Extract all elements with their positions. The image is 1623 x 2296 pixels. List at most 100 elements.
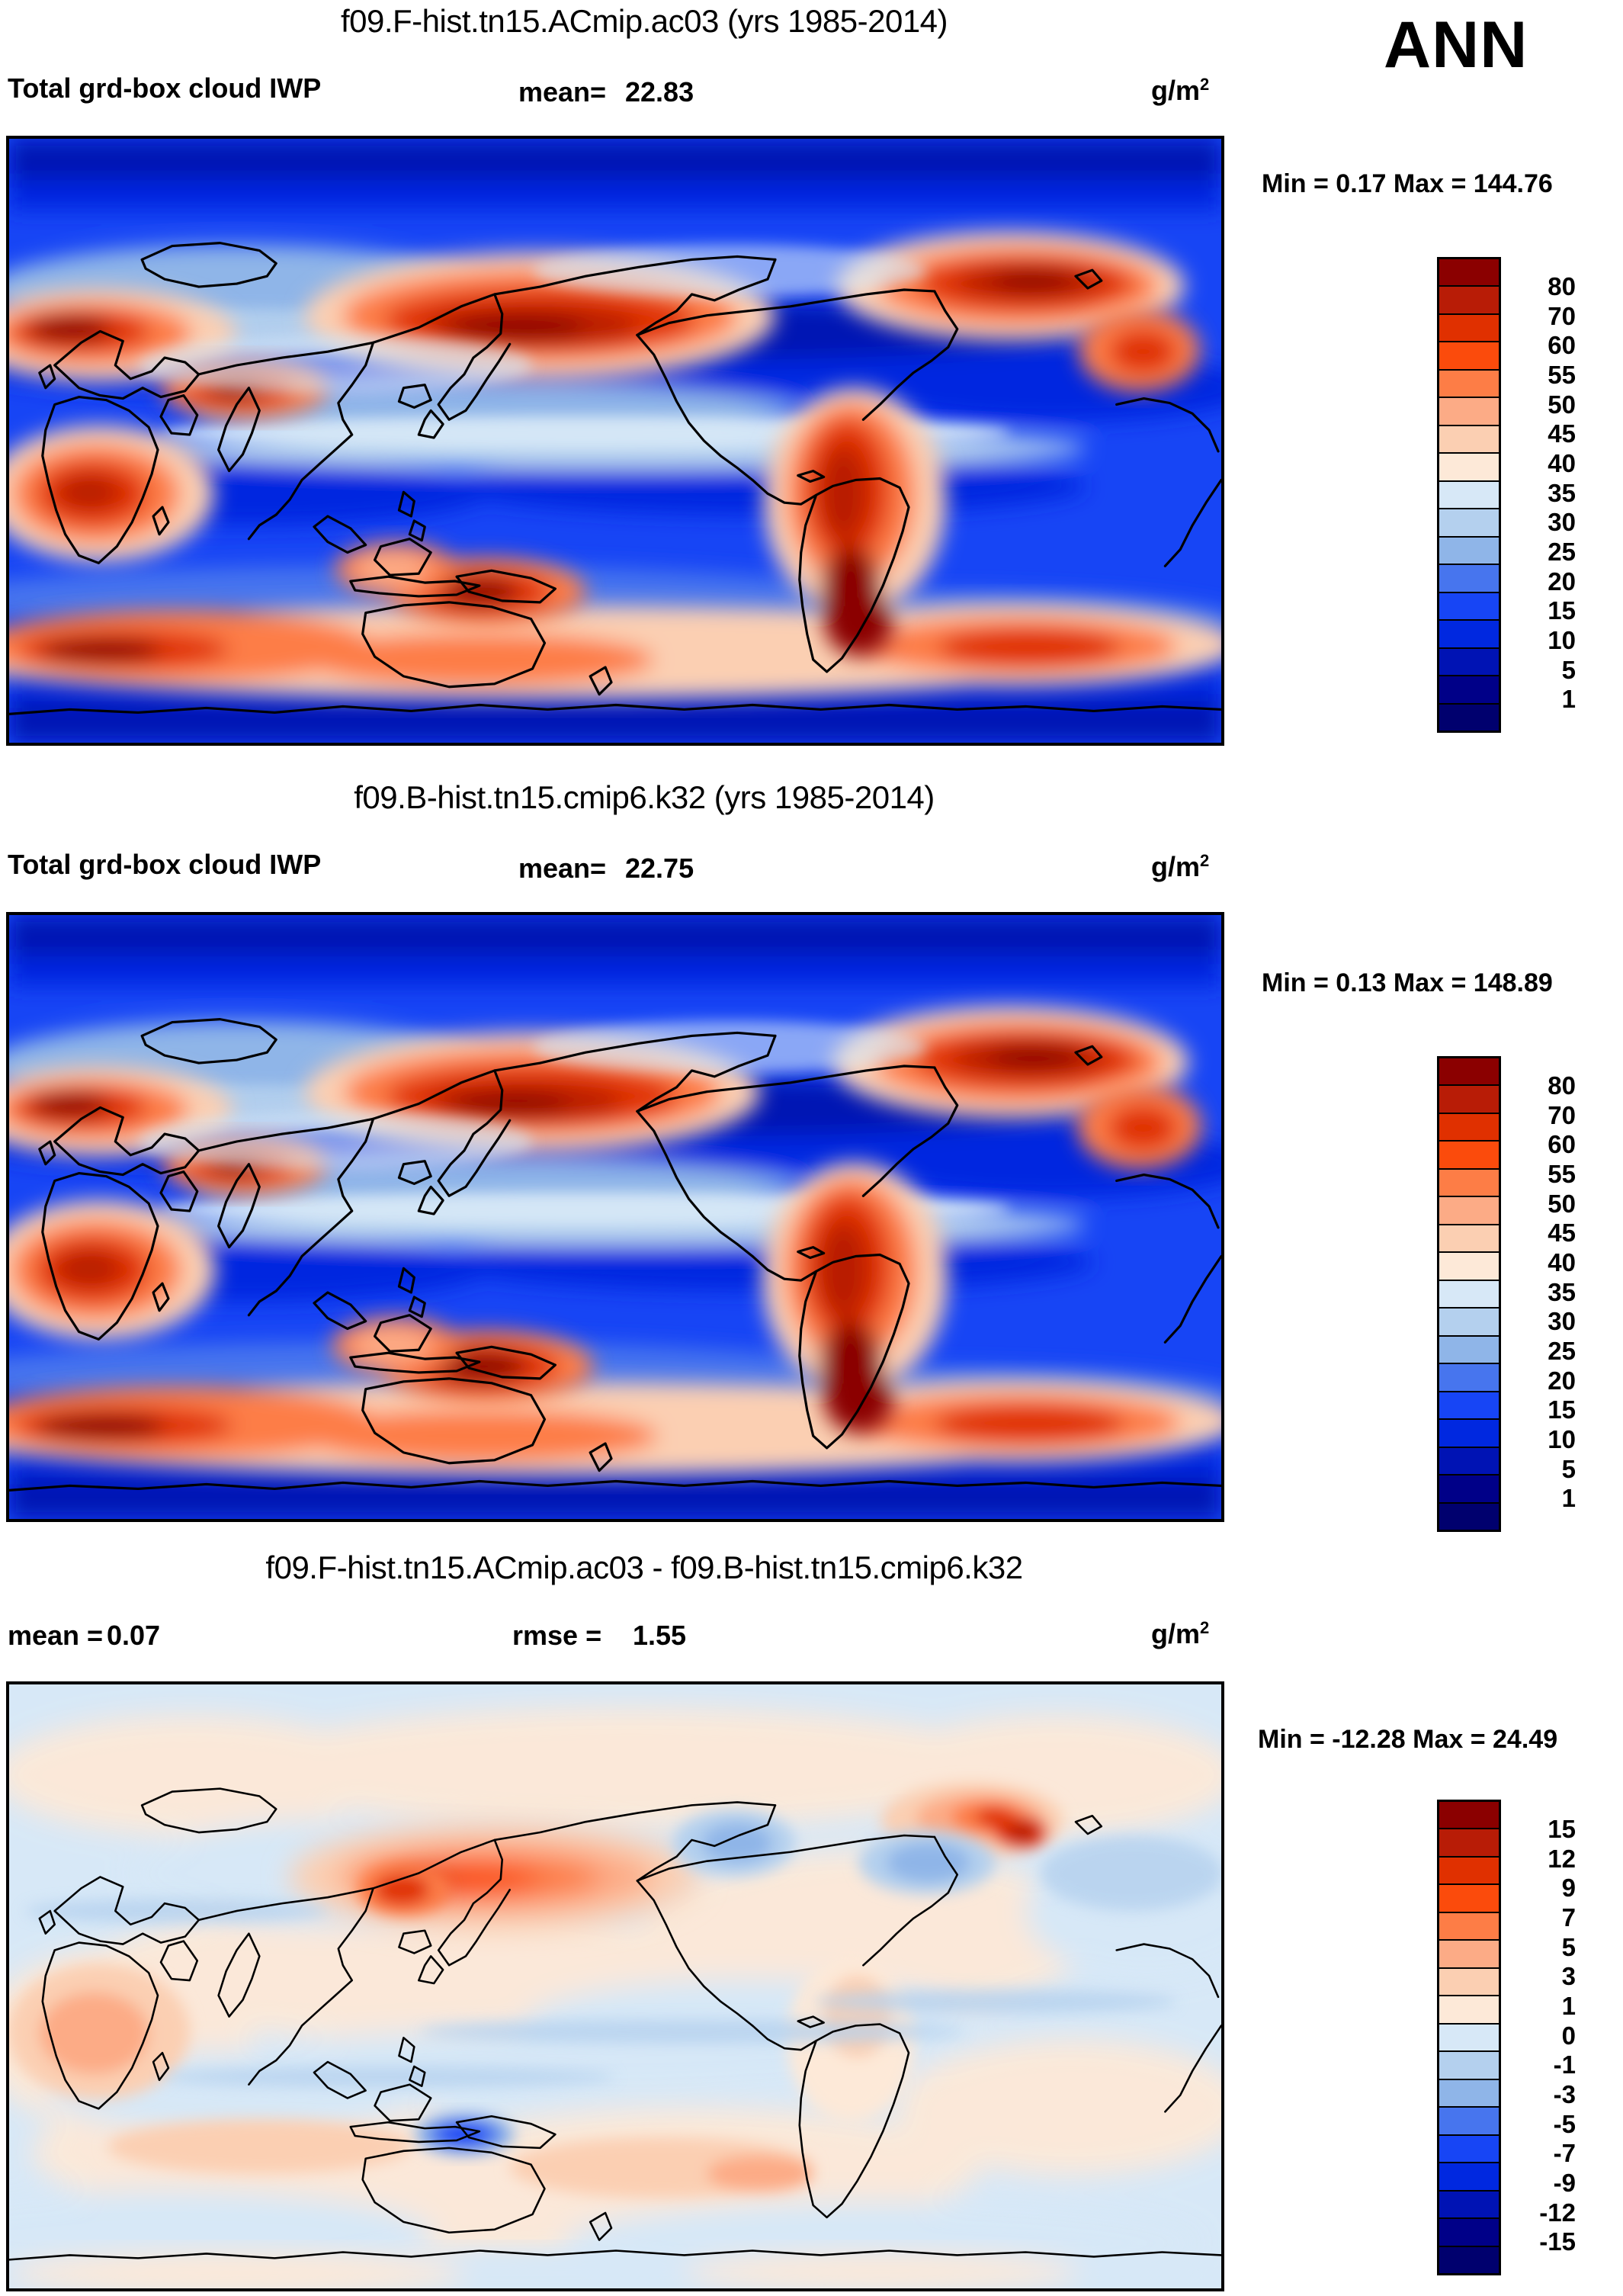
units-text: g/m	[1151, 1618, 1201, 1649]
colorbar-tick-label: 20	[1548, 1366, 1576, 1395]
colorbar-tick: 55	[1506, 1159, 1576, 1189]
colorbar-swatch	[1439, 2191, 1499, 2220]
colorbar-swatch	[1439, 454, 1499, 482]
panel-diff-rmse-label: rmse =	[512, 1620, 602, 1651]
colorbar-tick-label: 50	[1548, 1189, 1576, 1218]
colorbar-swatch	[1439, 1420, 1499, 1448]
panel-diff-units: g/m2	[1151, 1618, 1209, 1650]
colorbar-tick-label: 70	[1548, 301, 1576, 330]
panel-top-colorbar[interactable]	[1437, 257, 1501, 733]
panel-middle-colorbar[interactable]	[1437, 1056, 1501, 1532]
colorbar-swatch	[1439, 481, 1499, 510]
colorbar-tick-label: 10	[1548, 1424, 1576, 1453]
colorbar-tick-label: 12	[1548, 1844, 1576, 1873]
panel-middle-minmax: Min = 0.13 Max = 148.89	[1262, 968, 1553, 997]
colorbar-tick: 40	[1506, 1248, 1576, 1277]
colorbar-tick: 15	[1506, 1395, 1576, 1424]
panel-diff-rmse-value: 1.55	[633, 1620, 687, 1651]
colorbar-swatch	[1439, 621, 1499, 649]
colorbar-tick-label: 5	[1561, 1454, 1576, 1483]
colorbar-swatch	[1439, 1280, 1499, 1309]
colorbar-tick-label: 35	[1548, 478, 1576, 507]
colorbar-tick-label: 25	[1548, 1336, 1576, 1365]
colorbar-swatch	[1439, 2052, 1499, 2080]
colorbar-swatch	[1439, 1253, 1499, 1281]
colorbar-swatch	[1439, 2163, 1499, 2192]
colorbar-tick-label: 40	[1548, 1248, 1576, 1276]
colorbar-tick: 35	[1506, 478, 1576, 508]
colorbar-swatch	[1439, 537, 1499, 566]
colorbar-tick: 5	[1506, 1454, 1576, 1484]
colorbar-tick: 12	[1506, 1844, 1576, 1874]
colorbar-tick: 15	[1506, 596, 1576, 625]
panel-middle-units: g/m2	[1151, 851, 1209, 883]
colorbar-tick: -15	[1506, 2227, 1576, 2256]
colorbar-tick: 45	[1506, 419, 1576, 448]
colorbar-swatch	[1439, 1476, 1499, 1504]
colorbar-tick-label: 0	[1561, 2021, 1576, 2050]
colorbar-tick: 30	[1506, 507, 1576, 537]
units-text: g/m	[1151, 851, 1201, 882]
panel-diff-minmax: Min = -12.28 Max = 24.49	[1258, 1725, 1558, 1754]
colorbar-tick: 15	[1506, 1814, 1576, 1844]
panel-diff-map[interactable]	[6, 1681, 1224, 2291]
colorbar-tick-label: 20	[1548, 567, 1576, 596]
panel-top-mean-label: mean=	[518, 76, 607, 108]
panel-middle-map[interactable]	[6, 912, 1224, 1522]
panel-diff-colorbar[interactable]	[1437, 1800, 1501, 2275]
colorbar-tick-label: 15	[1548, 1395, 1576, 1424]
colorbar-tick-label: 1	[1561, 1991, 1576, 2020]
colorbar-swatch	[1439, 2024, 1499, 2053]
panel-top-mean-value: 22.83	[625, 76, 694, 108]
colorbar-tick: 60	[1506, 330, 1576, 360]
units-exponent: 2	[1200, 1618, 1210, 1637]
colorbar-tick: 25	[1506, 537, 1576, 567]
colorbar-swatch	[1439, 1142, 1499, 1170]
colorbar-tick-label: -12	[1539, 2198, 1576, 2227]
panel-middle-colorbar-ticks: 80 70 60 55 50 45 40 35 30 25 20 15 10 5 1	[1506, 1071, 1576, 1513]
colorbar-swatch	[1439, 1169, 1499, 1198]
colorbar-tick: 1	[1506, 1991, 1576, 2021]
colorbar-tick: -9	[1506, 2168, 1576, 2198]
colorbar-swatch	[1439, 1225, 1499, 1254]
panel-top-map[interactable]	[6, 136, 1224, 746]
panel-top-colorbar-ticks: 80 70 60 55 50 45 40 35 30 25 20 15 10 5 1	[1506, 271, 1576, 714]
colorbar-swatch	[1439, 1996, 1499, 2025]
colorbar-tick-label: 15	[1548, 1814, 1576, 1843]
colorbar-tick-label: 1	[1561, 685, 1576, 714]
colorbar-swatch	[1439, 259, 1499, 287]
colorbar-tick-label: 40	[1548, 448, 1576, 477]
panel-diff-mean-value: 0.07	[107, 1620, 161, 1651]
colorbar-tick-label: 30	[1548, 508, 1576, 537]
colorbar-tick: 1	[1506, 684, 1576, 714]
colorbar-tick-label: 5	[1561, 1932, 1576, 1961]
panel-middle-mean-label: mean=	[518, 853, 607, 884]
colorbar-tick-label: -5	[1553, 2109, 1576, 2138]
colorbar-tick: -3	[1506, 2079, 1576, 2109]
colorbar-swatch	[1439, 1968, 1499, 1997]
colorbar-tick: -1	[1506, 2050, 1576, 2079]
colorbar-tick: 70	[1506, 301, 1576, 331]
colorbar-tick: 7	[1506, 1903, 1576, 1932]
colorbar-swatch	[1439, 1309, 1499, 1337]
colorbar-swatch	[1439, 425, 1499, 454]
units-exponent: 2	[1200, 851, 1210, 870]
colorbar-swatch	[1439, 1912, 1499, 1941]
colorbar-swatch	[1439, 314, 1499, 343]
colorbar-swatch	[1439, 2135, 1499, 2164]
colorbar-swatch	[1439, 676, 1499, 705]
colorbar-swatch	[1439, 398, 1499, 426]
colorbar-tick: 35	[1506, 1277, 1576, 1307]
colorbar-swatch	[1439, 704, 1499, 731]
colorbar-tick-label: 80	[1548, 1071, 1576, 1100]
colorbar-swatch	[1439, 1364, 1499, 1392]
colorbar-tick-label: -15	[1539, 2227, 1576, 2256]
colorbar-tick-label: 30	[1548, 1307, 1576, 1336]
colorbar-swatch	[1439, 648, 1499, 677]
units-text: g/m	[1151, 75, 1201, 106]
colorbar-tick: 50	[1506, 390, 1576, 419]
colorbar-swatch	[1439, 2219, 1499, 2247]
panel-diff-map-canvas	[9, 1684, 1221, 2288]
colorbar-swatch	[1439, 1058, 1499, 1087]
colorbar-swatch	[1439, 2108, 1499, 2136]
